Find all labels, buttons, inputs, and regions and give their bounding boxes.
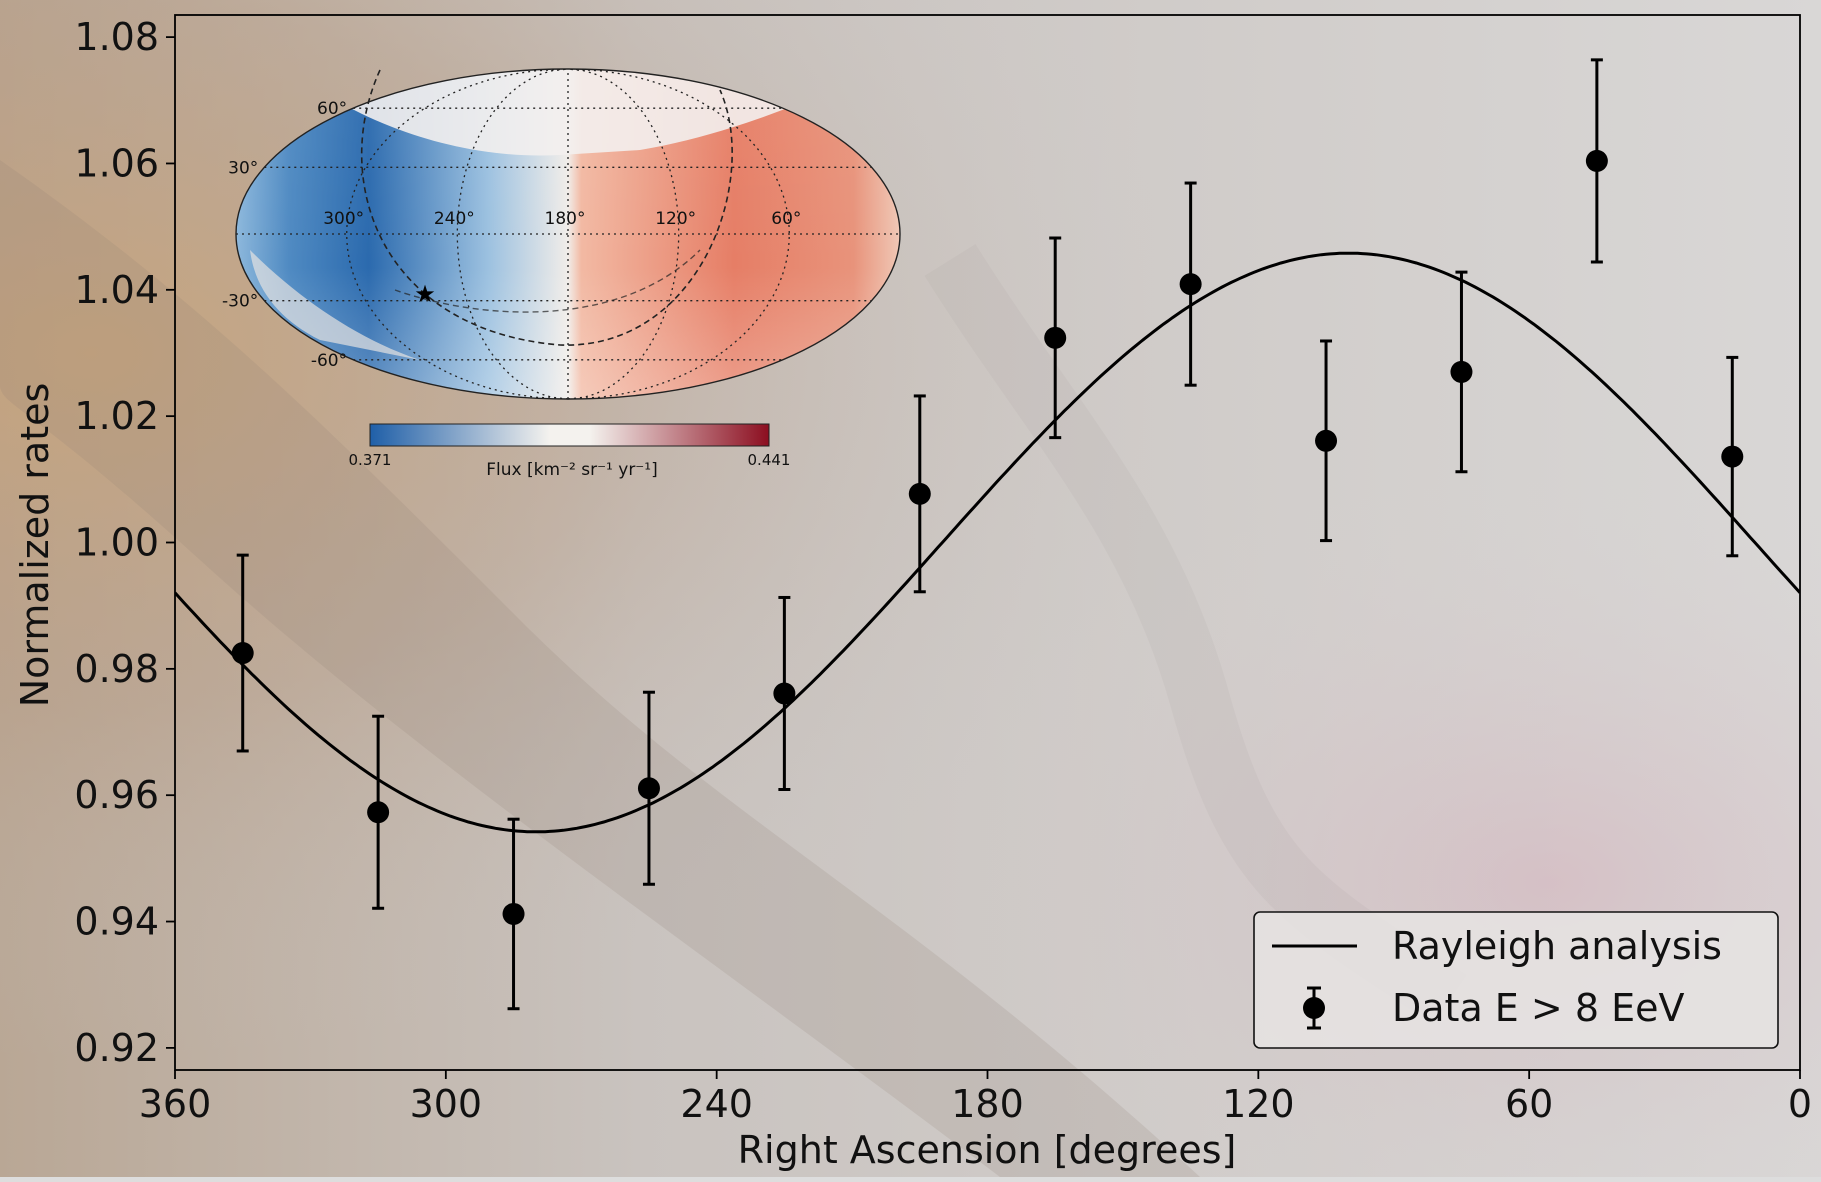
galactic-plane-line [360,69,733,346]
x-tick-label: 120 [1222,1082,1295,1126]
x-tick-label: 240 [680,1082,753,1126]
legend-entry-rayleigh: Rayleigh analysis [1392,924,1722,968]
longitude-label: 120° [655,209,696,229]
colorbar-max-label: 0.441 [748,451,791,469]
data-point [1721,445,1744,468]
latitude-label: 30° [228,158,258,178]
sky-map-graticule [236,68,900,400]
data-point [367,801,390,824]
rayleigh-fit-line [175,251,1800,834]
graticule-meridian [456,68,569,400]
latitude-label: -30° [222,292,258,312]
galactic-center-star-icon: ★ [414,280,436,308]
south-light-region [250,250,420,360]
axes: 360 300 240 180 120 60 0 0.92 0.94 0.96 0.98 1.00 1.… [74,15,1812,1126]
longitude-labels: 300° 240° 180° 120° 60° [323,209,801,229]
y-tick-label: 1.06 [74,141,159,185]
legend: Rayleigh analysis Data E > 8 EeV [1253,911,1779,1049]
data-point [231,642,254,665]
north-blank-region [320,69,820,156]
y-axis-label: Normalized rates [13,383,57,708]
data-point [502,902,525,925]
x-tick-label: 60 [1505,1082,1553,1126]
chart-marks [175,58,1800,1011]
y-tick-label: 1.02 [74,394,159,438]
graticule-meridian [567,68,790,400]
longitude-label: 300° [323,209,364,229]
y-tick-label: 1.08 [74,15,159,59]
legend-marker [1303,997,1325,1019]
data-point [1450,360,1473,383]
y-tick-label: 0.92 [74,1026,159,1070]
x-tick-label: 360 [139,1082,212,1126]
sky-map-outline [235,68,901,400]
y-tick-label: 0.94 [74,900,159,944]
data-point [773,682,796,705]
y-tick-label: 1.04 [74,268,159,312]
longitude-label: 60° [771,209,801,229]
latitude-label: 60° [317,99,347,119]
graticule-meridian [346,68,569,400]
legend-entry-data: Data E > 8 EeV [1392,986,1684,1030]
x-axis-label: Right Ascension [degrees] [738,1128,1237,1172]
data-point [1044,326,1067,349]
latitude-labels: 60° 30° -30° -60° [222,99,347,371]
legend-box [1253,911,1779,1049]
x-tick-label: 300 [410,1082,483,1126]
data-point [1585,149,1608,172]
longitude-label: 240° [434,209,475,229]
latitude-label: -60° [311,351,347,371]
data-point [908,482,931,505]
y-tick-label: 1.00 [74,521,159,565]
x-tick-label: 180 [951,1082,1024,1126]
data-point [637,777,660,800]
colorbar-label: Flux [km⁻² sr⁻¹ yr⁻¹] [486,460,657,480]
inset-sky-map: ★ 300° 240° 180° 120° 60° 60° 30° -30° -60° 0.3… [222,68,901,480]
colorbar [369,423,770,447]
x-tick-label: 0 [1788,1082,1812,1126]
data-point [1315,429,1338,452]
y-tick-label: 0.96 [74,773,159,817]
data-point [1179,273,1202,296]
graticule-meridian [567,68,680,400]
y-tick-label: 0.98 [74,647,159,691]
colorbar-min-label: 0.371 [349,451,392,469]
longitude-label: 180° [545,209,586,229]
